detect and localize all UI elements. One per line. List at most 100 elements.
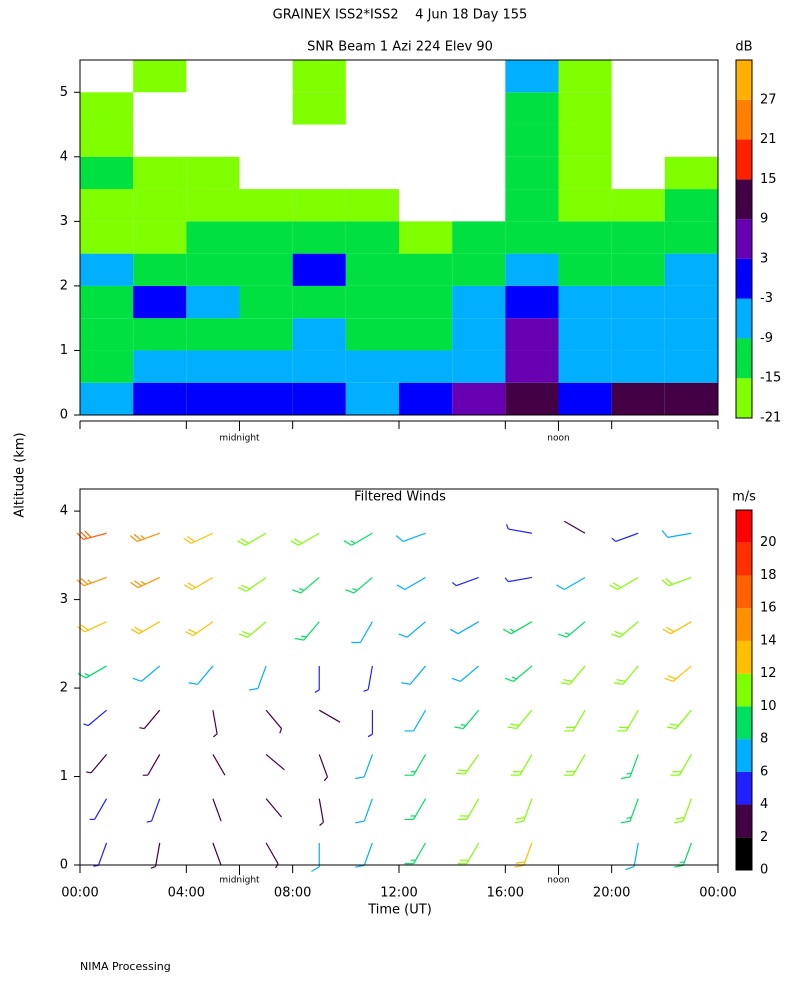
colorbar-tick-label: 12 <box>760 666 777 681</box>
colorbar-tick-label: 20 <box>760 535 777 550</box>
wind-barb <box>664 665 692 682</box>
snr-cell <box>558 350 612 383</box>
plot-frame <box>79 488 719 866</box>
snr-cell <box>186 285 240 319</box>
snr-cell <box>239 382 293 415</box>
snr-cell <box>292 92 346 125</box>
colorbar-band <box>736 673 752 707</box>
colorbar-tick-label: 8 <box>760 732 768 747</box>
snr-cell <box>186 156 240 190</box>
wind-barb <box>351 621 373 644</box>
snr-cell <box>399 285 453 319</box>
wind-barb <box>404 709 427 732</box>
wind-barb <box>146 798 161 823</box>
wind-barb <box>355 754 373 780</box>
snr-cell <box>558 156 612 190</box>
snr-cell <box>292 382 346 415</box>
y-tick-label: 1 <box>60 769 68 784</box>
snr-cell <box>558 92 612 125</box>
colorbar-band <box>736 258 752 299</box>
wind-barb <box>77 621 107 633</box>
wind-barb <box>457 842 480 865</box>
colorbar-band <box>736 706 752 740</box>
snr-cell <box>558 124 612 157</box>
wind-barb <box>611 532 639 543</box>
snr-cell <box>80 189 134 222</box>
colorbar-label: m/s <box>732 490 756 505</box>
snr-cell <box>133 253 187 286</box>
snr-cell <box>558 189 612 222</box>
wind-barb <box>556 576 586 590</box>
wind-barb <box>318 798 325 826</box>
colorbar-band <box>736 179 752 220</box>
annotation: noon <box>547 434 569 444</box>
colorbar-frame <box>735 509 753 871</box>
annotation: midnight <box>219 876 260 886</box>
colorbar-tick-label: 3 <box>760 251 768 266</box>
wind-barb <box>294 621 320 641</box>
snr-cell <box>133 60 187 93</box>
wind-barb <box>139 709 161 730</box>
snr-cell <box>399 253 453 286</box>
colorbar-band <box>736 771 752 805</box>
wind-barb <box>609 576 639 590</box>
y-tick-label: 2 <box>60 681 68 696</box>
snr-cell <box>80 124 134 157</box>
snr-cell <box>186 189 240 222</box>
snr-cell <box>345 221 399 254</box>
snr-cell <box>505 124 559 157</box>
wind-barb <box>451 576 479 587</box>
snr-cell <box>345 318 399 351</box>
wind-barb <box>237 532 267 546</box>
snr-cell <box>239 285 293 319</box>
wind-barb <box>248 665 267 691</box>
wind-barb <box>395 532 426 543</box>
snr-cell <box>239 350 293 383</box>
wind-barb <box>345 577 373 594</box>
wind-barb <box>183 532 214 544</box>
annotation: midnight <box>219 434 260 444</box>
wind-barb <box>661 576 692 587</box>
snr-cell <box>611 253 665 286</box>
snr-cell <box>186 350 240 383</box>
wind-barb <box>510 754 533 776</box>
wind-barb <box>265 709 283 734</box>
wind-barb <box>367 710 374 738</box>
snr-cell <box>505 350 559 383</box>
snr-cell <box>505 382 559 415</box>
colorbar-tick-label: 0 <box>760 863 768 878</box>
wind-barb <box>621 798 639 824</box>
snr-cell <box>292 60 346 93</box>
wind-barb <box>188 665 214 685</box>
colorbar-tick-label: 4 <box>760 797 768 812</box>
colorbar-tick-label: -15 <box>760 371 781 386</box>
snr-cell <box>505 318 559 351</box>
wind-barb <box>396 576 426 590</box>
snr-cell <box>611 221 665 254</box>
snr-cell <box>239 189 293 222</box>
x-tick-label: 04:00 <box>168 886 205 901</box>
colorbar-band <box>736 542 752 576</box>
snr-cell <box>186 318 240 351</box>
snr-cell <box>80 253 134 286</box>
y-tick-label: 3 <box>60 214 68 229</box>
wind-barb <box>76 576 107 587</box>
wind-barb <box>265 753 285 771</box>
x-axis-label: Time (UT) <box>367 903 432 918</box>
colorbar-tick-label: 27 <box>760 92 777 107</box>
snr-cell <box>664 318 718 351</box>
wind-barb <box>290 532 320 546</box>
snr-cell <box>664 285 718 319</box>
snr-cell <box>80 92 134 125</box>
wind-barb <box>212 798 222 822</box>
snr-cell <box>186 221 240 254</box>
wind-barb <box>363 665 374 692</box>
colorbar-band <box>736 60 752 100</box>
snr-cell <box>133 189 187 222</box>
wind-barb <box>343 532 373 546</box>
wind-barb <box>76 530 107 541</box>
wind-barb <box>130 621 161 635</box>
snr-cell <box>292 285 346 319</box>
colorbar-tick-label: 16 <box>760 601 777 616</box>
